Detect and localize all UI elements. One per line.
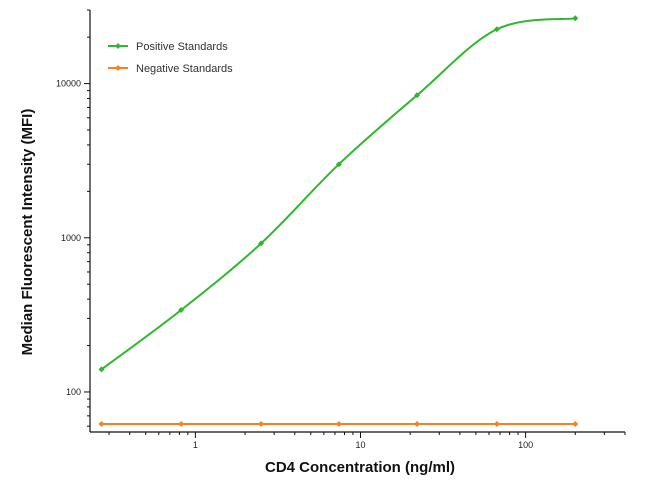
legend: Positive Standards Negative Standards (108, 41, 233, 75)
data-point-negative-standards (572, 420, 579, 427)
data-point-negative-standards (493, 420, 500, 427)
legend-label-negative-standards: Negative Standards (136, 63, 233, 75)
y-tick-label: 1000 (61, 233, 81, 243)
x-tick-label: 1 (193, 440, 198, 450)
y-axis-title: Median Fluorescent Intensity (MFI) (19, 109, 36, 356)
data-point-negative-standards (335, 420, 342, 427)
data-point-negative-standards (98, 420, 105, 427)
series-layer (98, 15, 579, 427)
x-axis-title: CD4 Concentration (ng/ml) (265, 459, 455, 476)
y-tick-label: 100 (66, 387, 81, 397)
data-point-positive-standards (572, 15, 579, 22)
legend-marker-negative-standards (115, 65, 121, 71)
data-point-positive-standards (98, 366, 105, 373)
data-point-negative-standards (178, 420, 185, 427)
data-point-positive-standards (493, 26, 500, 33)
axis-ticks: 1 10 100 100 1000 10000 (56, 9, 626, 450)
data-point-negative-standards (414, 420, 421, 427)
legend-marker-positive-standards (115, 43, 121, 49)
x-tick-label: 10 (355, 440, 365, 450)
data-point-positive-standards (178, 307, 185, 314)
data-point-positive-standards (414, 92, 421, 99)
x-tick-label: 100 (518, 440, 533, 450)
data-point-positive-standards (258, 240, 265, 247)
legend-label-positive-standards: Positive Standards (136, 41, 228, 53)
y-tick-label: 10000 (56, 79, 81, 89)
data-point-negative-standards (258, 420, 265, 427)
data-point-positive-standards (335, 161, 342, 168)
